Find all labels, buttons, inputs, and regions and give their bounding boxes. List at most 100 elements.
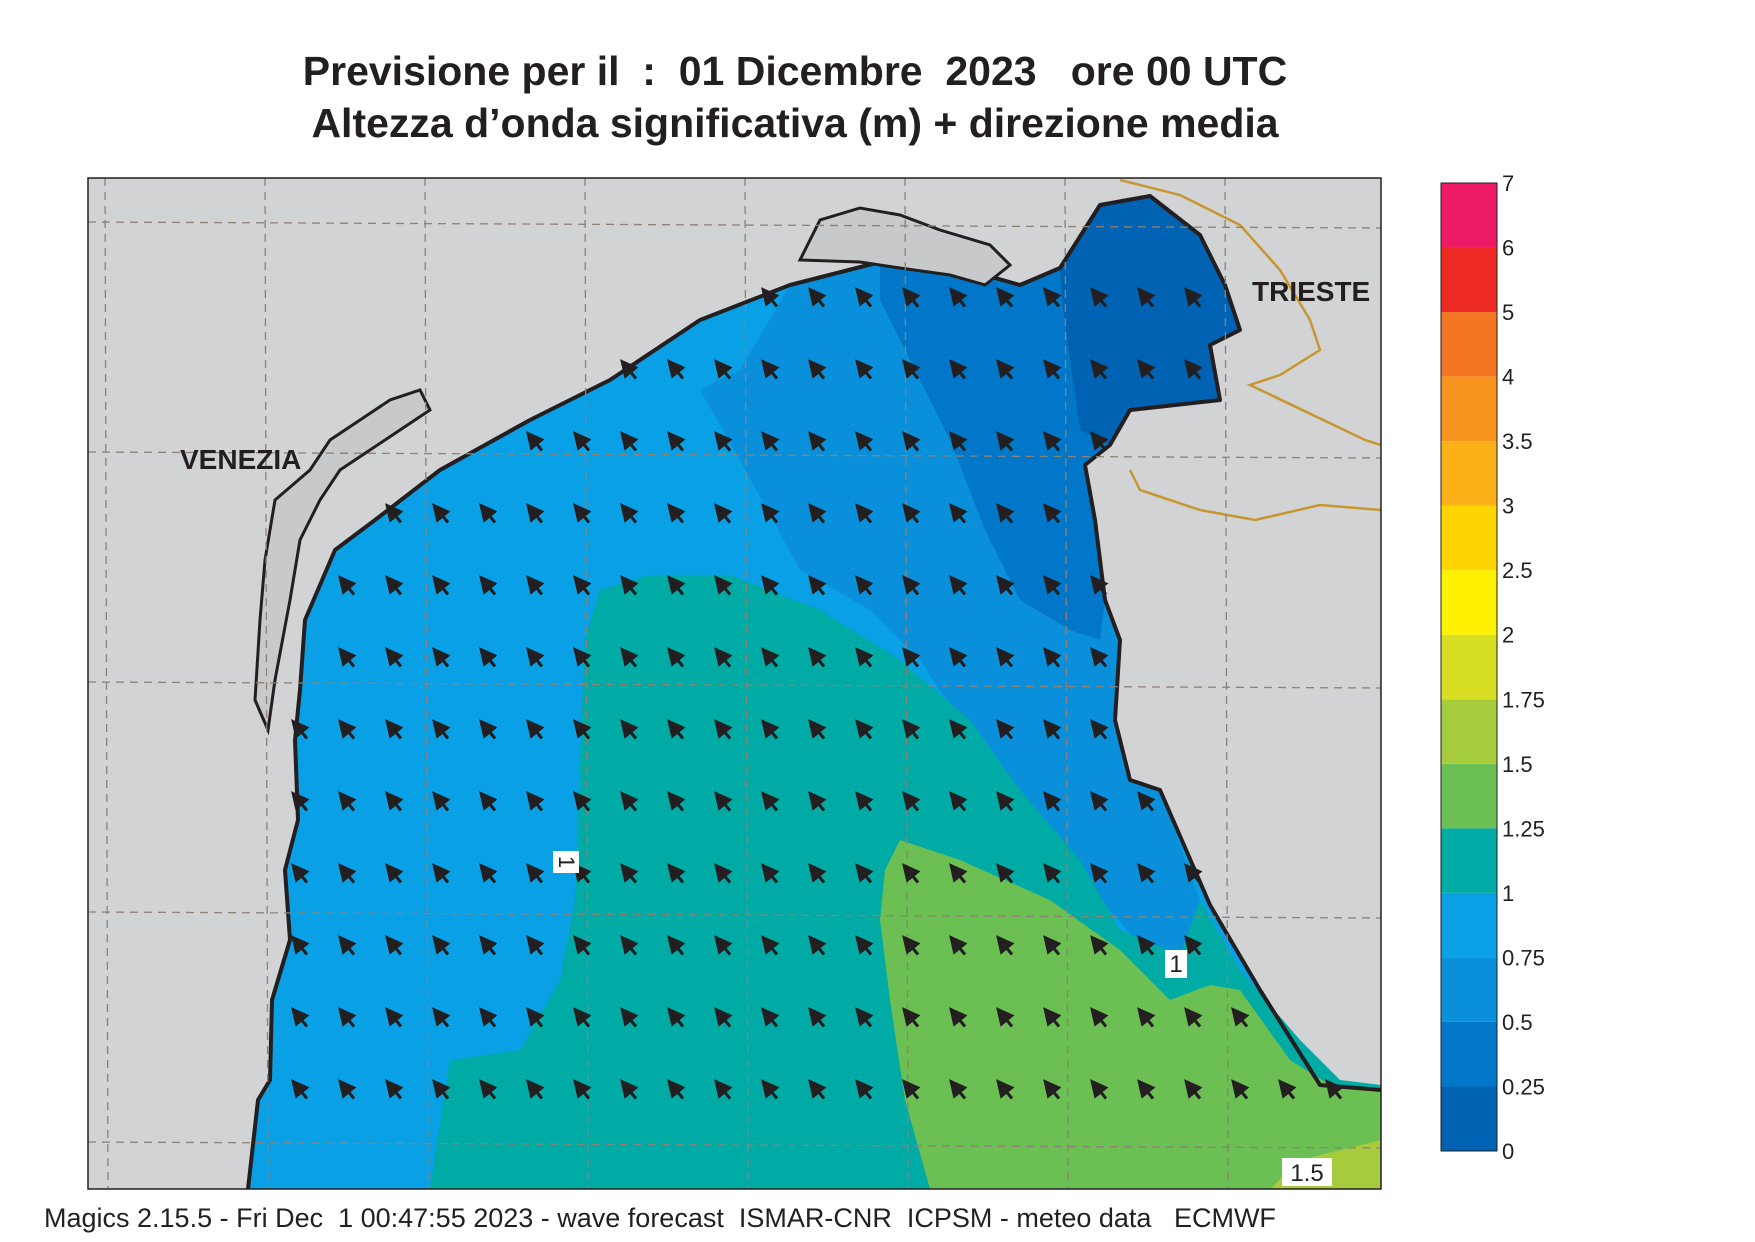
label-venezia: VENEZIA [180, 444, 301, 475]
wave-arrow [949, 935, 968, 956]
wave-arrow [855, 287, 874, 308]
wave-arrow [291, 791, 310, 812]
wave-arrow [1090, 1007, 1109, 1028]
wave-arrow [949, 575, 968, 596]
map-subtitle: Altezza d’onda significativa (m) + direz… [311, 100, 1279, 146]
wave-arrow [1184, 1079, 1203, 1100]
wave-arrow [996, 791, 1015, 812]
wave-arrow [996, 287, 1015, 308]
wave-arrow [479, 647, 498, 668]
wave-arrow [667, 719, 686, 740]
wave-arrow [1137, 287, 1156, 308]
wave-arrow [761, 359, 780, 380]
wave-arrow [526, 647, 545, 668]
wave-arrow [573, 575, 592, 596]
wave-arrow [808, 647, 827, 668]
wave-arrow [479, 575, 498, 596]
wave-arrow [949, 791, 968, 812]
wave-arrow [432, 647, 451, 668]
wave-arrow [620, 503, 639, 524]
wave-arrow [902, 431, 921, 452]
wave-arrow [620, 719, 639, 740]
legend-swatch [1441, 699, 1497, 764]
wave-arrow [949, 719, 968, 740]
wave-arrow [855, 935, 874, 956]
legend-level-label: 1.25 [1502, 816, 1545, 841]
wave-arrow [620, 1007, 639, 1028]
wave-arrow [291, 1007, 310, 1028]
wave-arrow [1137, 1079, 1156, 1100]
wave-arrow [761, 1079, 780, 1100]
wave-arrow [1231, 1079, 1250, 1100]
wave-arrow [291, 719, 310, 740]
wave-arrow [761, 647, 780, 668]
wave-arrow [714, 863, 733, 884]
wave-arrow [385, 719, 404, 740]
wave-arrow [526, 1007, 545, 1028]
wave-arrow [761, 503, 780, 524]
venice-lagoon [253, 388, 432, 736]
wave-arrow [1090, 1079, 1109, 1100]
wave-arrow [338, 1007, 357, 1028]
wave-arrow [526, 935, 545, 956]
wave-arrow [808, 503, 827, 524]
wave-arrow [855, 1007, 874, 1028]
wave-arrow [1090, 359, 1109, 380]
wave-arrow [432, 863, 451, 884]
wave-arrow [761, 575, 780, 596]
wave-arrow [949, 503, 968, 524]
legend-level-label: 0 [1502, 1139, 1514, 1164]
wave-arrow [714, 791, 733, 812]
wave-arrow [1043, 503, 1062, 524]
wave-arrow [526, 863, 545, 884]
legend-swatch [1441, 183, 1497, 248]
wave-arrow [573, 719, 592, 740]
wave-arrow [1043, 287, 1062, 308]
wave-arrow [808, 1007, 827, 1028]
wave-arrow [1090, 935, 1109, 956]
wave-arrow [432, 575, 451, 596]
legend-swatch [1441, 957, 1497, 1022]
wave-arrow [714, 1079, 733, 1100]
wave-arrow [479, 1007, 498, 1028]
wave-arrow [902, 791, 921, 812]
wave-arrow [385, 1007, 404, 1028]
legend-level-label: 1.5 [1502, 752, 1533, 777]
wave-arrow [432, 935, 451, 956]
wave-arrow [573, 431, 592, 452]
legend-swatch [1441, 312, 1497, 377]
legend-level-label: 6 [1502, 236, 1514, 261]
wave-arrow [338, 791, 357, 812]
wave-arrow [902, 647, 921, 668]
wave-arrow [996, 1079, 1015, 1100]
wave-arrow [1043, 359, 1062, 380]
legend-swatch [1441, 376, 1497, 442]
wave-arrow [479, 935, 498, 956]
country-border [1119, 178, 1381, 522]
wave-arrow [996, 503, 1015, 524]
wave-arrow [761, 287, 780, 308]
wave-arrow [855, 503, 874, 524]
wave-arrow [620, 359, 639, 380]
wave-arrow [714, 575, 733, 596]
wave-arrow [385, 1079, 404, 1100]
wave-arrow [902, 719, 921, 740]
wave-arrow [902, 575, 921, 596]
wave-arrow [1090, 575, 1109, 596]
wave-arrow [385, 503, 404, 524]
wave-arrow [432, 503, 451, 524]
wave-arrow [808, 1079, 827, 1100]
wave-arrow [761, 431, 780, 452]
wave-arrow [526, 503, 545, 524]
wave-arrow [526, 1079, 545, 1100]
wave-arrow [1043, 1079, 1062, 1100]
wave-arrow [949, 431, 968, 452]
wave-arrow [1137, 1007, 1156, 1028]
legend-level-label: 3.5 [1502, 429, 1533, 454]
legend-swatch [1441, 247, 1497, 313]
sea-band-0 [1060, 196, 1240, 445]
wave-arrow [1137, 359, 1156, 380]
wave-arrow [479, 719, 498, 740]
wave-arrow [996, 935, 1015, 956]
wave-arrow [291, 1079, 310, 1100]
